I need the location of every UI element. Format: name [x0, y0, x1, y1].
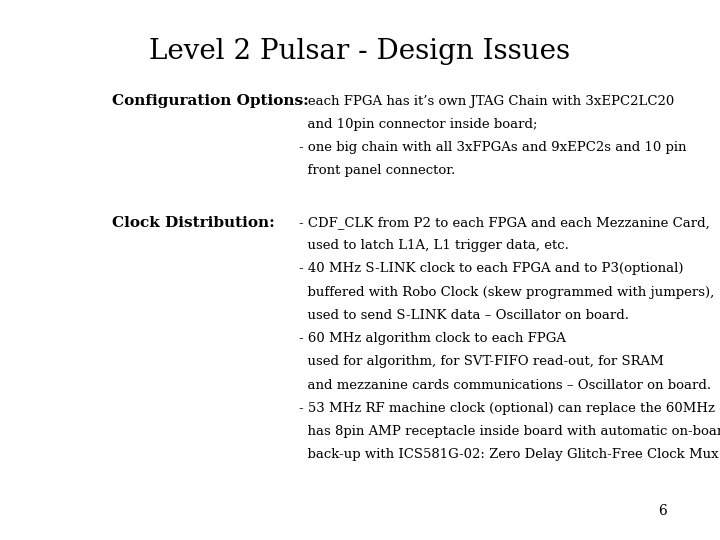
Text: Level 2 Pulsar - Design Issues: Level 2 Pulsar - Design Issues: [150, 38, 570, 65]
Text: front panel connector.: front panel connector.: [299, 164, 455, 177]
Text: - CDF_CLK from P2 to each FPGA and each Mezzanine Card,: - CDF_CLK from P2 to each FPGA and each …: [299, 216, 709, 229]
Text: Configuration Options:: Configuration Options:: [112, 94, 308, 109]
Text: 6: 6: [658, 504, 667, 518]
Text: - 40 MHz S-LINK clock to each FPGA and to P3(optional): - 40 MHz S-LINK clock to each FPGA and t…: [299, 262, 683, 275]
Text: and mezzanine cards communications – Oscillator on board.: and mezzanine cards communications – Osc…: [299, 379, 711, 392]
Text: - 53 MHz RF machine clock (optional) can replace the 60MHz clock,: - 53 MHz RF machine clock (optional) can…: [299, 402, 720, 415]
Text: - 60 MHz algorithm clock to each FPGA: - 60 MHz algorithm clock to each FPGA: [299, 332, 566, 345]
Text: - one big chain with all 3xFPGAs and 9xEPC2s and 10 pin: - one big chain with all 3xFPGAs and 9xE…: [299, 141, 686, 154]
Text: used to send S-LINK data – Oscillator on board.: used to send S-LINK data – Oscillator on…: [299, 309, 629, 322]
Text: used for algorithm, for SVT-FIFO read-out, for SRAM: used for algorithm, for SVT-FIFO read-ou…: [299, 355, 664, 368]
Text: - each FPGA has it’s own JTAG Chain with 3xEPC2LC20: - each FPGA has it’s own JTAG Chain with…: [299, 94, 674, 107]
Text: has 8pin AMP receptacle inside board with automatic on-board: has 8pin AMP receptacle inside board wit…: [299, 425, 720, 438]
Text: and 10pin connector inside board;: and 10pin connector inside board;: [299, 118, 537, 131]
Text: used to latch L1A, L1 trigger data, etc.: used to latch L1A, L1 trigger data, etc.: [299, 239, 569, 252]
Text: back-up with ICS581G-02: Zero Delay Glitch-Free Clock Mux.: back-up with ICS581G-02: Zero Delay Glit…: [299, 448, 720, 461]
Text: buffered with Robo Clock (skew programmed with jumpers),: buffered with Robo Clock (skew programme…: [299, 286, 714, 299]
Text: Clock Distribution:: Clock Distribution:: [112, 216, 274, 230]
